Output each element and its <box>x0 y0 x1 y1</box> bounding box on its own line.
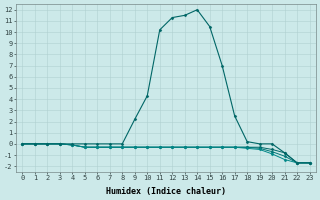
X-axis label: Humidex (Indice chaleur): Humidex (Indice chaleur) <box>106 187 226 196</box>
